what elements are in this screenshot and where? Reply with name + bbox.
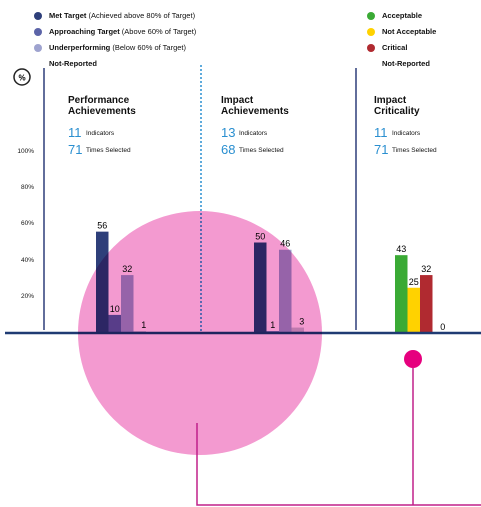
legend-name: Critical [382,43,408,52]
legend-dot [34,28,42,36]
unit-icon-text: % [18,74,25,83]
legend-name: Not Acceptable [382,27,437,36]
legend-name: Acceptable [382,11,423,20]
y-tick-label: 80% [20,184,34,192]
legend-name: Met Target [49,11,87,20]
legend-name: Not-Reported [382,59,430,68]
times-count: 68 [221,142,236,157]
legend-item: Underperforming (Below 60% of Target) [49,43,186,52]
panel-title: Impact Criticality [374,95,420,117]
legend-desc: (Above 60% of Target) [121,27,197,36]
y-tick-label: 20% [20,292,34,300]
bar [395,255,408,333]
indicator-count: 11 [68,125,82,140]
value-label: 25 [409,277,419,287]
legend-item: Not Acceptable [382,27,436,36]
legend-desc: (Achieved above 80% of Target) [88,11,196,20]
times-count: 71 [374,142,389,157]
legend-dot [34,12,42,20]
y-tick-label: 60% [20,220,34,228]
value-label: 46 [280,239,290,249]
legend-item: Acceptable [382,11,422,20]
value-label: 43 [396,244,406,254]
legend-name: Not-Reported [49,59,97,68]
legend-item: Not-Reported [49,59,97,68]
y-tick-label: 100% [17,148,34,155]
value-label: 32 [421,264,431,274]
times-label: Times Selected [86,147,131,154]
value-label: 0 [440,322,445,332]
indicator-count: 11 [374,125,388,140]
legend-item: Not-Reported [382,59,430,68]
unit-icon [13,68,31,86]
connector [196,423,481,506]
y-tick-label: 40% [20,256,34,264]
bar [420,275,433,333]
marker-dot [404,350,422,368]
indicator-label: Indicators [86,130,115,137]
indicator-label: Indicators [239,130,268,137]
times-label: Times Selected [392,147,437,154]
legend-name: Approaching Target [49,27,120,36]
indicator-count: 13 [221,125,236,140]
highlight-circle [78,211,322,455]
legend-desc: (Below 60% of Target) [112,43,187,52]
legend-item: Approaching Target (Above 60% of Target) [49,27,196,36]
legend-item: Critical [382,43,407,52]
panel-title: Performance Achievements [68,95,136,117]
bar [407,287,420,333]
legend-dot [34,44,42,52]
legend-dot [367,12,375,20]
legend-dot [367,44,375,52]
indicator-label: Indicators [392,130,421,137]
legend-item: Met Target (Achieved above 80% of Target… [49,11,195,20]
value-label: 56 [97,221,107,231]
times-count: 71 [68,142,83,157]
panel-title: Impact Achievements [221,95,289,117]
legend-name: Underperforming [49,43,111,52]
times-label: Times Selected [239,147,284,154]
legend-dot [367,28,375,36]
